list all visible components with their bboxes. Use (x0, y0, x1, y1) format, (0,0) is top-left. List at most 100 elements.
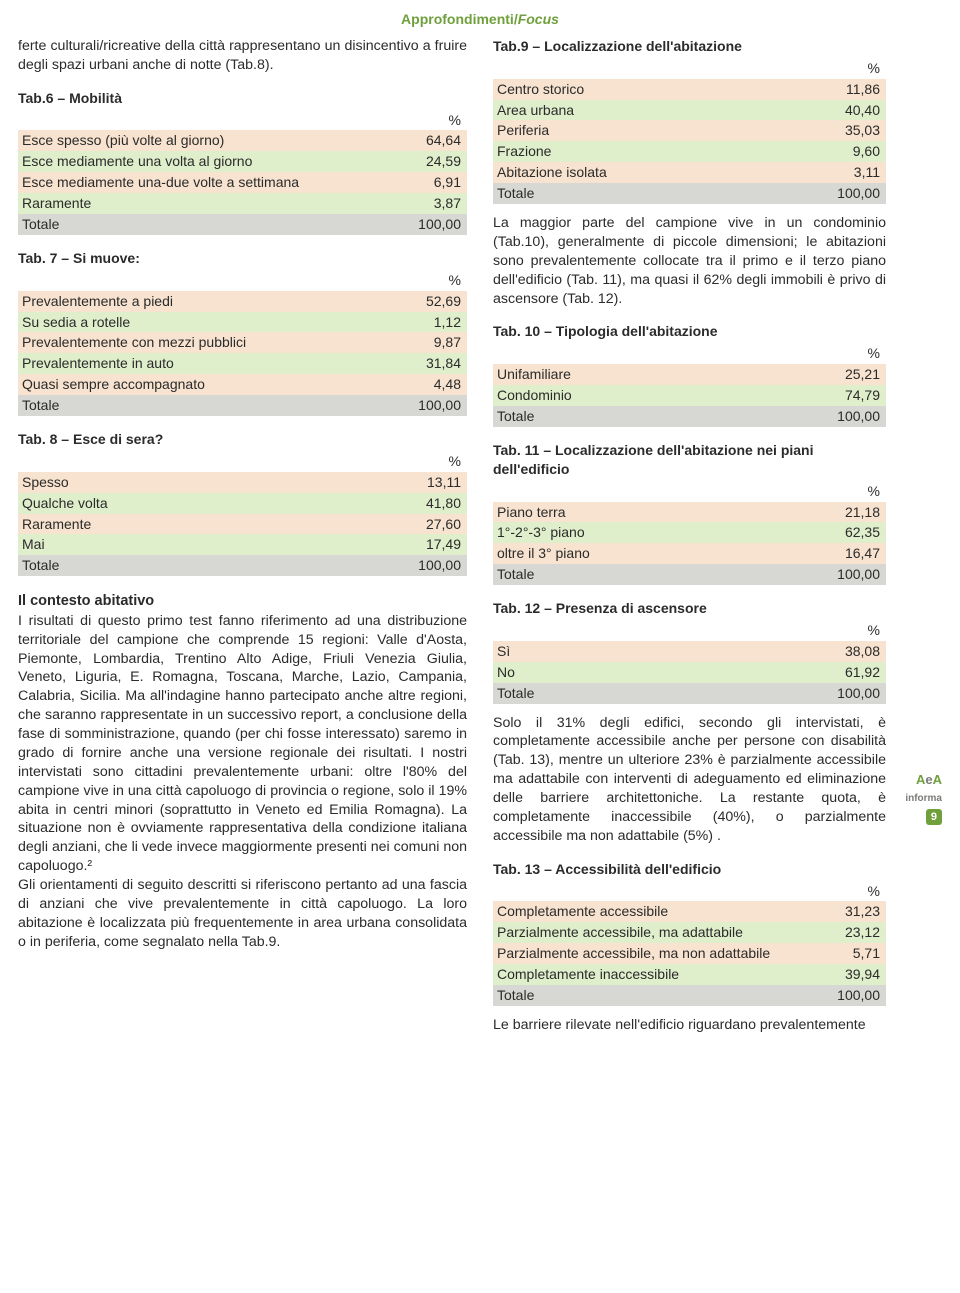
brand-a: A (916, 772, 925, 787)
tab10-pct: % (816, 343, 886, 364)
table-row: Totale100,00 (493, 985, 886, 1006)
tab11-pct: % (816, 481, 886, 502)
tab7-title: Tab. 7 – Si muove: (18, 249, 467, 268)
row-value: 100,00 (816, 406, 886, 427)
tab9-title: Tab.9 – Localizzazione dell'abitazione (493, 37, 886, 56)
brand-a2: A (933, 772, 942, 787)
table-row: Piano terra21,18 (493, 502, 886, 523)
table-row: 1°-2°-3° piano62,35 (493, 522, 886, 543)
row-value: 41,80 (397, 493, 467, 514)
row-label: Totale (493, 406, 816, 427)
table-row: Esce mediamente una-due volte a settiman… (18, 172, 467, 193)
context-heading: Il contesto abitativo (18, 592, 467, 612)
table-row: Totale100,00 (493, 406, 886, 427)
table-row: Frazione9,60 (493, 141, 886, 162)
page-number: 9 (926, 809, 942, 826)
table-row: Condominio74,79 (493, 385, 886, 406)
row-label: Centro storico (493, 79, 816, 100)
row-label: Parzialmente accessibile, ma non adattab… (493, 943, 816, 964)
table-row: Totale100,00 (493, 564, 886, 585)
row-value: 100,00 (397, 395, 467, 416)
tab11-title: Tab. 11 – Localizzazione dell'abitazione… (493, 441, 886, 479)
row-value: 40,40 (816, 100, 886, 121)
right-column: Tab.9 – Localizzazione dell'abitazione %… (493, 37, 886, 1035)
tab9-pct: % (816, 58, 886, 79)
tab13-pct: % (816, 881, 886, 902)
row-label: Qualche volta (18, 493, 397, 514)
tab7-table: % Prevalentemente a piedi52,69Su sedia a… (18, 270, 467, 416)
row-value: 100,00 (816, 183, 886, 204)
table-row: Totale100,00 (18, 555, 467, 576)
table-row: Mai17,49 (18, 534, 467, 555)
table-row: Sì38,08 (493, 641, 886, 662)
intro-paragraph: ferte culturali/ricreative della città r… (18, 37, 467, 75)
row-value: 6,91 (397, 172, 467, 193)
row-label: Quasi sempre accompagnato (18, 374, 397, 395)
row-value: 100,00 (816, 985, 886, 1006)
table-row: Totale100,00 (493, 683, 886, 704)
row-label: Esce mediamente una volta al giorno (18, 151, 397, 172)
row-value: 100,00 (397, 214, 467, 235)
tab12-title: Tab. 12 – Presenza di ascensore (493, 599, 886, 618)
row-label: Condominio (493, 385, 816, 406)
tab8-table: % Spesso13,11Qualche volta41,80Raramente… (18, 451, 467, 576)
table-row: Raramente3,87 (18, 193, 467, 214)
table-row: Spesso13,11 (18, 472, 467, 493)
row-label: Mai (18, 534, 397, 555)
table-row: Totale100,00 (493, 183, 886, 204)
table-row: oltre il 3° piano16,47 (493, 543, 886, 564)
row-label: Esce spesso (più volte al giorno) (18, 130, 397, 151)
closing-line: Le barriere rilevate nell'edificio rigua… (493, 1016, 886, 1035)
tab12-table: % Sì38,08No61,92Totale100,00 (493, 620, 886, 704)
row-value: 35,03 (816, 120, 886, 141)
table-row: Unifamiliare25,21 (493, 364, 886, 385)
table-row: Prevalentemente a piedi52,69 (18, 291, 467, 312)
row-value: 100,00 (816, 564, 886, 585)
table-row: Completamente inaccessibile39,94 (493, 964, 886, 985)
table-row: Qualche volta41,80 (18, 493, 467, 514)
tab13-table: % Completamente accessibile31,23Parzialm… (493, 881, 886, 1006)
left-column: ferte culturali/ricreative della città r… (18, 37, 467, 1035)
table-row: Parzialmente accessibile, ma adattabile2… (493, 922, 886, 943)
row-label: Raramente (18, 514, 397, 535)
tab8-pct: % (397, 451, 467, 472)
row-value: 23,12 (816, 922, 886, 943)
row-label: Prevalentemente a piedi (18, 291, 397, 312)
row-label: Totale (493, 683, 816, 704)
row-value: 25,21 (816, 364, 886, 385)
table-row: Periferia35,03 (493, 120, 886, 141)
row-label: oltre il 3° piano (493, 543, 816, 564)
table-row: Quasi sempre accompagnato4,48 (18, 374, 467, 395)
row-label: Periferia (493, 120, 816, 141)
table-row: Centro storico11,86 (493, 79, 886, 100)
row-value: 21,18 (816, 502, 886, 523)
page-header: Approfondimenti/Focus (18, 10, 942, 29)
row-value: 62,35 (816, 522, 886, 543)
tab11-table: % Piano terra21,181°-2°-3° piano62,35olt… (493, 481, 886, 585)
row-value: 39,94 (816, 964, 886, 985)
table-row: Totale100,00 (18, 214, 467, 235)
table-row: Esce mediamente una volta al giorno24,59 (18, 151, 467, 172)
tab6-title: Tab.6 – Mobilità (18, 89, 467, 108)
table-row: Prevalentemente con mezzi pubblici9,87 (18, 332, 467, 353)
row-value: 100,00 (816, 683, 886, 704)
row-label: Prevalentemente con mezzi pubblici (18, 332, 397, 353)
row-label: Su sedia a rotelle (18, 312, 397, 333)
row-label: Completamente inaccessibile (493, 964, 816, 985)
table-row: Prevalentemente in auto31,84 (18, 353, 467, 374)
row-label: Frazione (493, 141, 816, 162)
right-para-1: La maggior parte del campione vive in un… (493, 214, 886, 308)
tab9-table: % Centro storico11,86Area urbana40,40Per… (493, 58, 886, 204)
header-pre: Approfondimenti (401, 11, 514, 27)
tab13-title: Tab. 13 – Accessibilità dell'edificio (493, 860, 886, 879)
row-label: Completamente accessibile (493, 901, 816, 922)
tab7-pct: % (397, 270, 467, 291)
row-value: 4,48 (397, 374, 467, 395)
tab6-table: % Esce spesso (più volte al giorno)64,64… (18, 110, 467, 235)
table-row: Parzialmente accessibile, ma non adattab… (493, 943, 886, 964)
row-value: 13,11 (397, 472, 467, 493)
brand-e: e (925, 772, 932, 787)
row-value: 1,12 (397, 312, 467, 333)
row-value: 11,86 (816, 79, 886, 100)
page-badge: AeA informa9 (894, 37, 942, 1035)
